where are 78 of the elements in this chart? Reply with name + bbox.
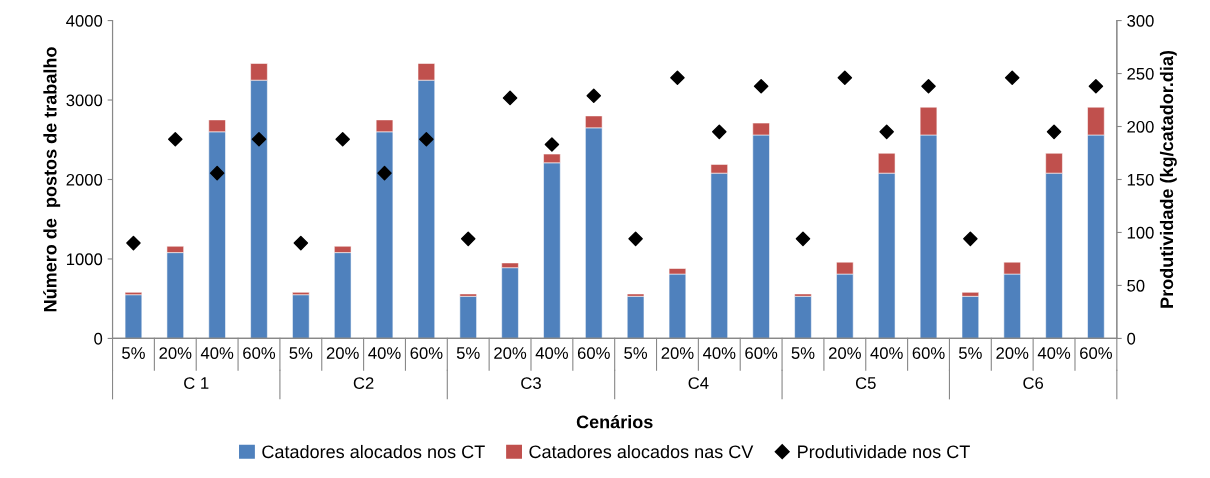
x-tick-label: 5% xyxy=(289,347,313,359)
x-tick-label: 40% xyxy=(535,347,568,359)
point xyxy=(251,131,267,147)
point xyxy=(126,235,141,251)
x-tick-label: 60% xyxy=(745,347,778,359)
point xyxy=(293,235,309,251)
point xyxy=(544,137,560,152)
x-tick-label: 60% xyxy=(912,347,945,359)
point xyxy=(921,78,936,94)
x-tick-label: 20% xyxy=(996,347,1029,359)
text: C3 xyxy=(521,377,541,389)
x-tick-label: 5% xyxy=(791,347,815,359)
point xyxy=(963,231,978,247)
legend-label: Catadores alocados nas CV xyxy=(529,444,754,459)
text: C2 xyxy=(353,377,374,389)
x-tick-label: 5% xyxy=(624,347,648,359)
y2-tick-label: 300 xyxy=(1127,14,1154,27)
bar xyxy=(794,296,812,339)
x-tick-label: 40% xyxy=(870,347,903,359)
point xyxy=(1046,124,1062,140)
x-tick-label: 40% xyxy=(1037,347,1071,359)
x-tick-label: 40% xyxy=(368,347,401,359)
x-tick-label: 20% xyxy=(159,347,192,359)
point xyxy=(837,70,853,86)
y2-tick-label: 250 xyxy=(1127,67,1154,80)
legend-label: Catadores alocados nos CT xyxy=(262,444,485,459)
y-tick-label: 2000 xyxy=(66,173,103,186)
y-tick-label: 3000 xyxy=(66,94,103,107)
bar xyxy=(292,294,310,339)
point xyxy=(1088,78,1104,94)
bar xyxy=(961,296,980,339)
x-axis-title: Cenários xyxy=(576,414,653,429)
y-tick-label: 0 xyxy=(94,332,103,345)
x-tick-label: 20% xyxy=(494,347,527,359)
bar xyxy=(626,296,645,339)
x-tick-label: 60% xyxy=(1080,347,1112,359)
point xyxy=(377,165,392,181)
bar xyxy=(459,296,477,339)
bar xyxy=(124,294,143,339)
point xyxy=(460,231,476,247)
y2-tick-label: 50 xyxy=(1127,279,1145,292)
y2-tick-label: 0 xyxy=(1127,332,1136,345)
point xyxy=(879,124,894,140)
x-tick-label: 20% xyxy=(828,347,861,359)
text: C 1 xyxy=(184,377,209,389)
y2-tick-label: 100 xyxy=(1127,226,1154,239)
y-tick-label: 4000 xyxy=(66,14,103,27)
text: C4 xyxy=(688,377,709,389)
legend-label: Produtividade nos CT xyxy=(798,444,970,459)
point xyxy=(502,90,518,106)
point xyxy=(586,88,602,104)
point xyxy=(753,78,769,94)
text: C5 xyxy=(855,377,876,389)
point xyxy=(419,131,434,147)
x-tick-label: 60% xyxy=(410,347,443,359)
x-tick-label: 60% xyxy=(243,347,276,359)
y-tick-label: 1000 xyxy=(67,253,103,266)
x-tick-label: 40% xyxy=(200,347,234,359)
point xyxy=(712,124,727,140)
point xyxy=(628,231,643,247)
y2-tick-label: 150 xyxy=(1127,173,1154,186)
x-tick-label: 60% xyxy=(577,347,610,359)
point xyxy=(209,165,225,181)
y2-axis-title: Produtividade (kg/catador.dia) xyxy=(1159,50,1177,308)
x-tick-label: 5% xyxy=(122,347,145,359)
point xyxy=(670,70,685,86)
y2-tick-label: 200 xyxy=(1127,120,1154,133)
point xyxy=(335,131,350,147)
text: C6 xyxy=(1023,377,1044,389)
x-tick-label: 20% xyxy=(326,347,359,359)
point xyxy=(168,131,183,147)
y-axis-title: Número de postos de trabalho xyxy=(43,47,61,312)
point xyxy=(795,231,811,247)
x-tick-label: 20% xyxy=(661,347,694,359)
x-tick-label: 40% xyxy=(703,347,736,359)
x-tick-label: 5% xyxy=(958,347,982,359)
x-tick-label: 5% xyxy=(456,347,480,359)
point xyxy=(1004,70,1020,86)
